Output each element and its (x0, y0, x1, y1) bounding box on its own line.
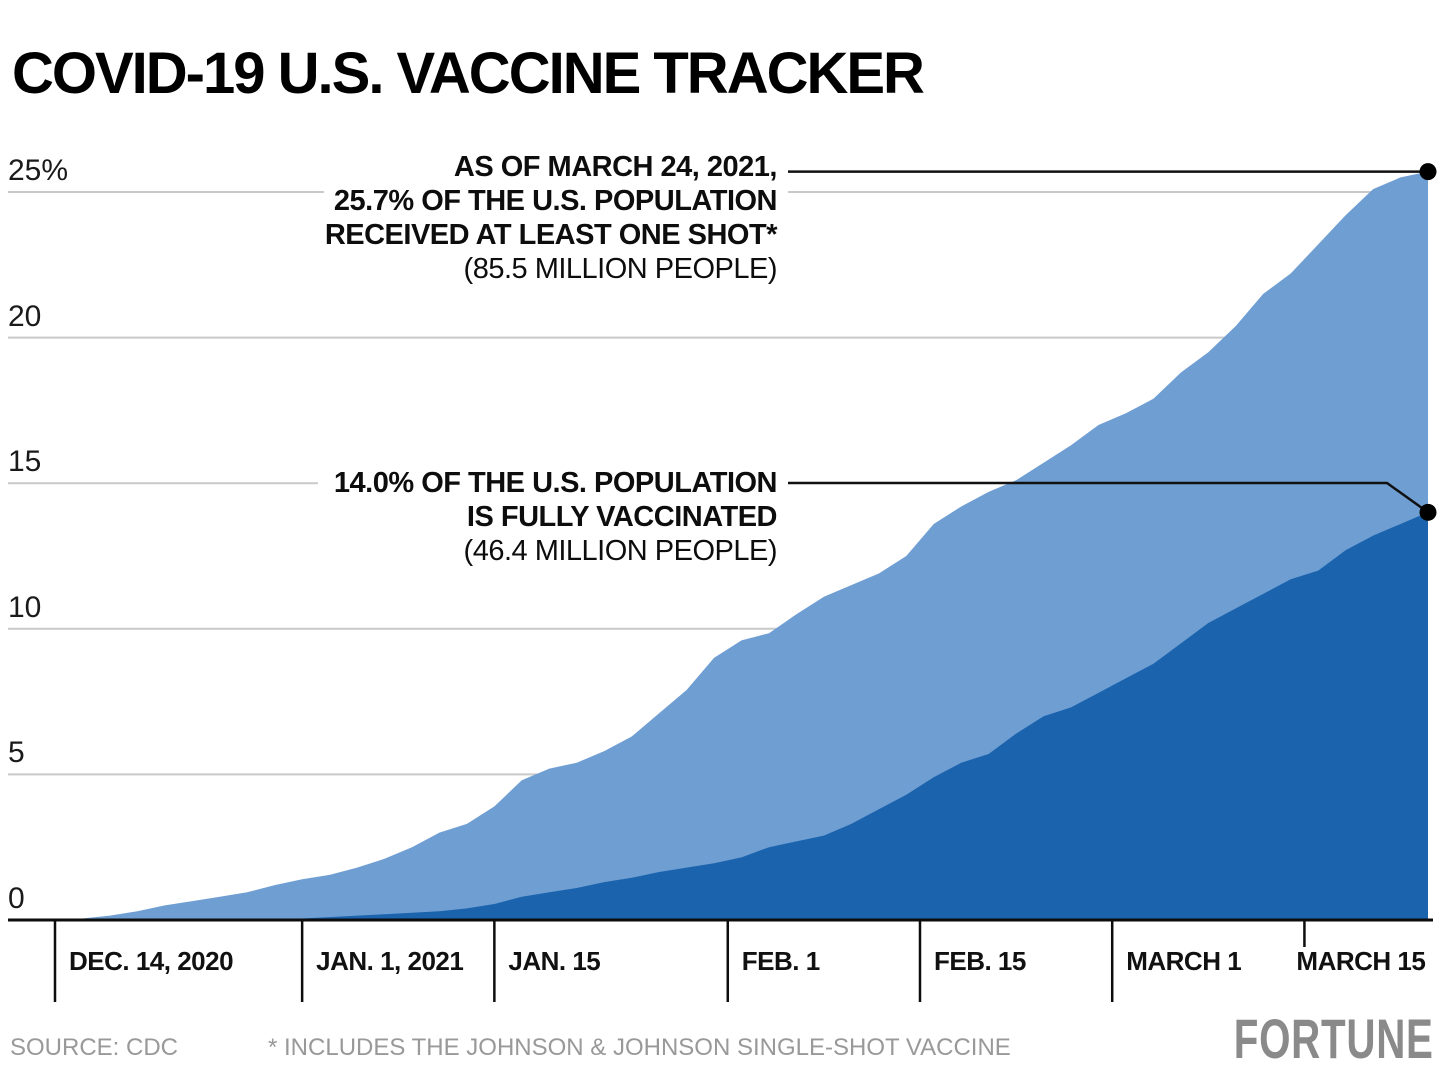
area-fully-vaccinated (55, 512, 1428, 920)
x-axis-label: FEB. 15 (933, 946, 1026, 976)
y-axis-label: 5 (8, 736, 25, 770)
x-axis-label: JAN. 1, 2021 (316, 946, 464, 976)
annotation-one-shot-line1: AS OF MARCH 24, 2021, (453, 151, 778, 183)
callout-line-fully-vaccinated (788, 481, 1429, 514)
footnote: * INCLUDES THE JOHNSON & JOHNSON SINGLE-… (268, 1034, 1011, 1061)
x-axis-label: FEB. 1 (741, 946, 820, 976)
x-axis-label: JAN. 15 (508, 946, 601, 976)
annotation-fully-vaccinated: 14.0% OF THE U.S. POPULATION IS FULLY VA… (0, 466, 778, 568)
y-axis-label: 0 (8, 882, 25, 915)
annotation-one-shot-line4: (85.5 MILLION PEOPLE) (463, 253, 778, 285)
annotation-fully-line3: (46.4 MILLION PEOPLE) (463, 535, 778, 567)
data-dot-fully-vaccinated (1419, 503, 1437, 521)
x-axis-label: MARCH 15 (1296, 946, 1426, 976)
annotation-fully-line2: IS FULLY VACCINATED (466, 501, 778, 533)
x-axis-label: MARCH 1 (1126, 946, 1242, 976)
fortune-logo: FORTUNE (1234, 1007, 1434, 1070)
y-axis-label: 15 (8, 445, 42, 479)
y-axis-label: 25% (8, 154, 69, 187)
annotation-one-shot: AS OF MARCH 24, 2021, 25.7% OF THE U.S. … (0, 150, 778, 286)
y-axis-label: 20 (8, 299, 42, 333)
annotation-one-shot-line3: RECEIVED AT LEAST ONE SHOT* (324, 219, 778, 251)
annotation-fully-line1: 14.0% OF THE U.S. POPULATION (333, 467, 778, 499)
annotation-one-shot-line2: 25.7% OF THE U.S. POPULATION (333, 185, 778, 217)
page-title: COVID-19 U.S. VACCINE TRACKER (12, 41, 925, 106)
source-credit: SOURCE: CDC (10, 1034, 179, 1061)
x-axis-label: DEC. 14, 2020 (69, 946, 234, 976)
y-axis-label: 10 (8, 590, 42, 624)
data-dot-one-shot (1419, 163, 1437, 181)
